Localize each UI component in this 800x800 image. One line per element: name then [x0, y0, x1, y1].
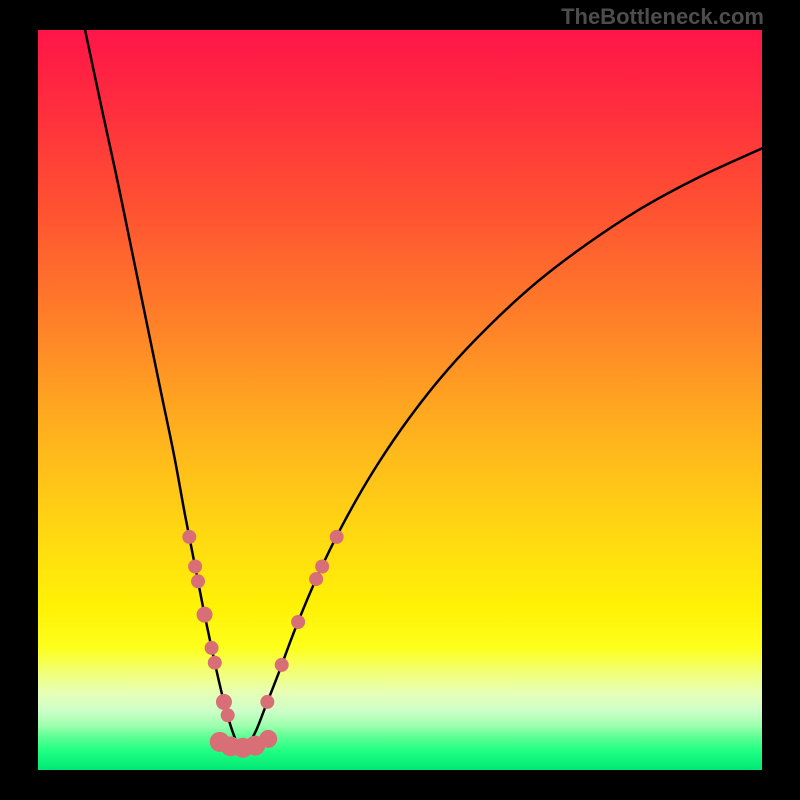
- data-marker: [188, 560, 202, 574]
- data-marker: [182, 530, 196, 544]
- data-marker: [315, 560, 329, 574]
- data-marker: [221, 708, 235, 722]
- data-marker: [208, 656, 222, 670]
- chart-svg: [0, 0, 800, 800]
- data-marker: [205, 641, 219, 655]
- data-marker: [259, 730, 277, 748]
- data-marker: [309, 572, 323, 586]
- data-marker: [330, 530, 344, 544]
- data-marker: [216, 694, 232, 710]
- watermark-text: TheBottleneck.com: [561, 4, 764, 30]
- gradient-background: [38, 30, 762, 770]
- data-marker: [191, 574, 205, 588]
- data-marker: [260, 695, 274, 709]
- data-marker: [197, 607, 213, 623]
- data-marker: [291, 615, 305, 629]
- data-marker: [275, 658, 289, 672]
